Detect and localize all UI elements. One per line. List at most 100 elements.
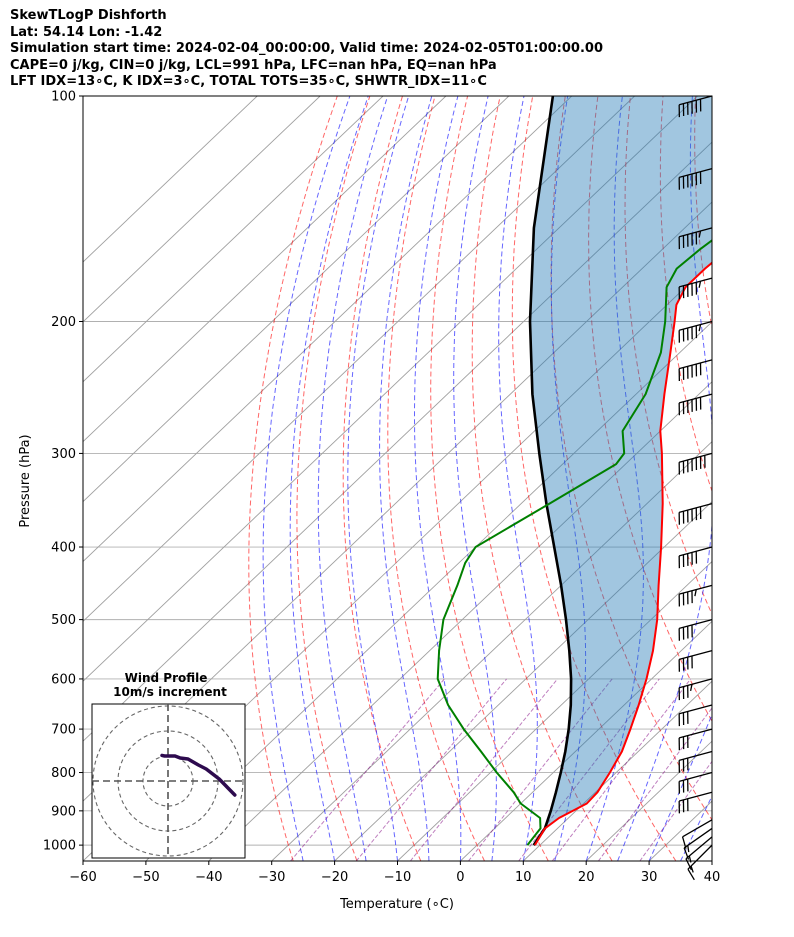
x-tick-label: −50 [132, 870, 159, 885]
wind-barb-staff [678, 320, 713, 331]
moist-adiabat [262, 96, 351, 861]
wind-barb-staff [678, 546, 713, 557]
hodograph-trace [160, 753, 237, 797]
location-line: Lat: 54.14 Lon: -1.42 [10, 24, 163, 40]
wind-barb-staff [678, 791, 713, 802]
wind-barb-feather [681, 836, 687, 849]
mixing-ratio-line [410, 678, 558, 861]
moist-adiabat [379, 96, 433, 861]
y-tick-label: 300 [51, 447, 76, 462]
indices-line-2: LFT IDX=13∘C, K IDX=3∘C, TOTAL TOTS=35∘C… [10, 74, 487, 89]
wind-barb-feather [690, 865, 694, 873]
wind-barb-staff [678, 750, 713, 761]
isotherm-line [83, 96, 384, 383]
wind-barb-staff [687, 844, 713, 870]
x-tick-label: −10 [384, 870, 411, 885]
x-tick-label: 0 [456, 870, 464, 885]
chart-title: SkewTLogP Dishforth [10, 8, 167, 23]
isotherm-line [83, 96, 698, 682]
moist-adiabat [550, 96, 587, 861]
isotherm-line [460, 620, 712, 861]
time-line: Simulation start time: 2024-02-04_00:00:… [10, 41, 603, 56]
dry-adiabat [342, 96, 422, 861]
moist-adiabat [617, 96, 712, 861]
wind-barb-staff [678, 452, 713, 463]
wind-barb [678, 277, 713, 300]
isotherm-line [83, 96, 321, 323]
wind-barb [678, 95, 713, 118]
wind-barb [678, 791, 713, 814]
wind-barb [678, 359, 713, 382]
mixing-ratio-line [639, 760, 712, 861]
wind-barb-staff [678, 277, 713, 288]
wind-barb-feather [687, 868, 695, 881]
hodograph-subtitle: 10m/s increment [113, 685, 227, 699]
wind-barb-staff [685, 836, 713, 860]
x-tick-label: 10 [515, 870, 532, 885]
cape-cin-shading [530, 96, 712, 842]
skewt-gridlines [83, 96, 794, 861]
isotherm-line [145, 321, 712, 861]
x-tick-label: −40 [195, 870, 222, 885]
moist-adiabat [347, 96, 410, 861]
x-tick-label: −60 [69, 870, 96, 885]
isotherm-line [83, 96, 258, 263]
x-tick-label: 30 [641, 870, 658, 885]
hodograph-inset [91, 703, 246, 859]
isotherm-line [83, 141, 712, 742]
wind-barb-feather [683, 847, 690, 860]
dewpoint-profile [436, 239, 712, 846]
wind-barb-staff [678, 728, 713, 739]
isotherm-line [711, 860, 712, 861]
dry-adiabat [430, 96, 549, 861]
moist-adiabat [648, 713, 712, 861]
wind-barb-staff [678, 678, 713, 689]
moist-adiabat [414, 96, 462, 861]
y-tick-label: 100 [51, 90, 76, 105]
axes: −60 −50 −40 −30 −20 −10 0 10 20 30 40 100 200 300 400 5… [43, 90, 720, 886]
y-tick-label: 500 [51, 613, 76, 628]
wind-barb [685, 836, 713, 871]
isotherm-line [83, 96, 447, 443]
dry-adiabat [761, 96, 794, 861]
isotherm-line [83, 96, 635, 623]
moist-adiabat [453, 96, 497, 861]
dry-adiabat [296, 96, 371, 861]
y-tick-label: 800 [51, 766, 76, 781]
wind-barb [678, 393, 713, 416]
wind-barb [678, 750, 713, 773]
chart-header: SkewTLogP Dishforth Lat: 54.14 Lon: -1.4… [10, 8, 603, 91]
wind-barb-feather [698, 324, 702, 332]
wind-barb-staff [678, 771, 713, 782]
moist-adiabat [289, 96, 369, 861]
isotherm-line [334, 500, 712, 861]
mixing-ratio-line [551, 678, 692, 861]
parcel-profile [528, 96, 573, 846]
moist-adiabat [317, 96, 389, 861]
dry-adiabat [659, 96, 712, 493]
isotherm-line [83, 96, 510, 503]
dry-adiabat [511, 96, 677, 861]
wind-barb-staff [678, 167, 713, 179]
wind-barbs [678, 95, 713, 881]
isotherm-line [775, 96, 794, 861]
wind-barb [678, 320, 713, 343]
isotherm-line [208, 381, 712, 861]
wind-barb-staff [678, 393, 713, 404]
wind-barb-feather [687, 845, 690, 853]
isotherm-line [522, 680, 712, 861]
sounding-profiles [436, 96, 712, 846]
wind-barb [678, 704, 713, 727]
wind-barb [681, 819, 713, 849]
wind-barb [678, 502, 713, 525]
x-tick-label: 20 [578, 870, 595, 885]
wind-barb [687, 844, 713, 881]
wind-barb [678, 452, 713, 475]
wind-barb-staff [682, 819, 713, 838]
wind-barb-staff [683, 827, 713, 849]
isotherm-line [271, 441, 712, 861]
wind-barb-staff [678, 95, 713, 106]
moist-adiabat [585, 96, 644, 861]
wind-barb [678, 649, 713, 672]
